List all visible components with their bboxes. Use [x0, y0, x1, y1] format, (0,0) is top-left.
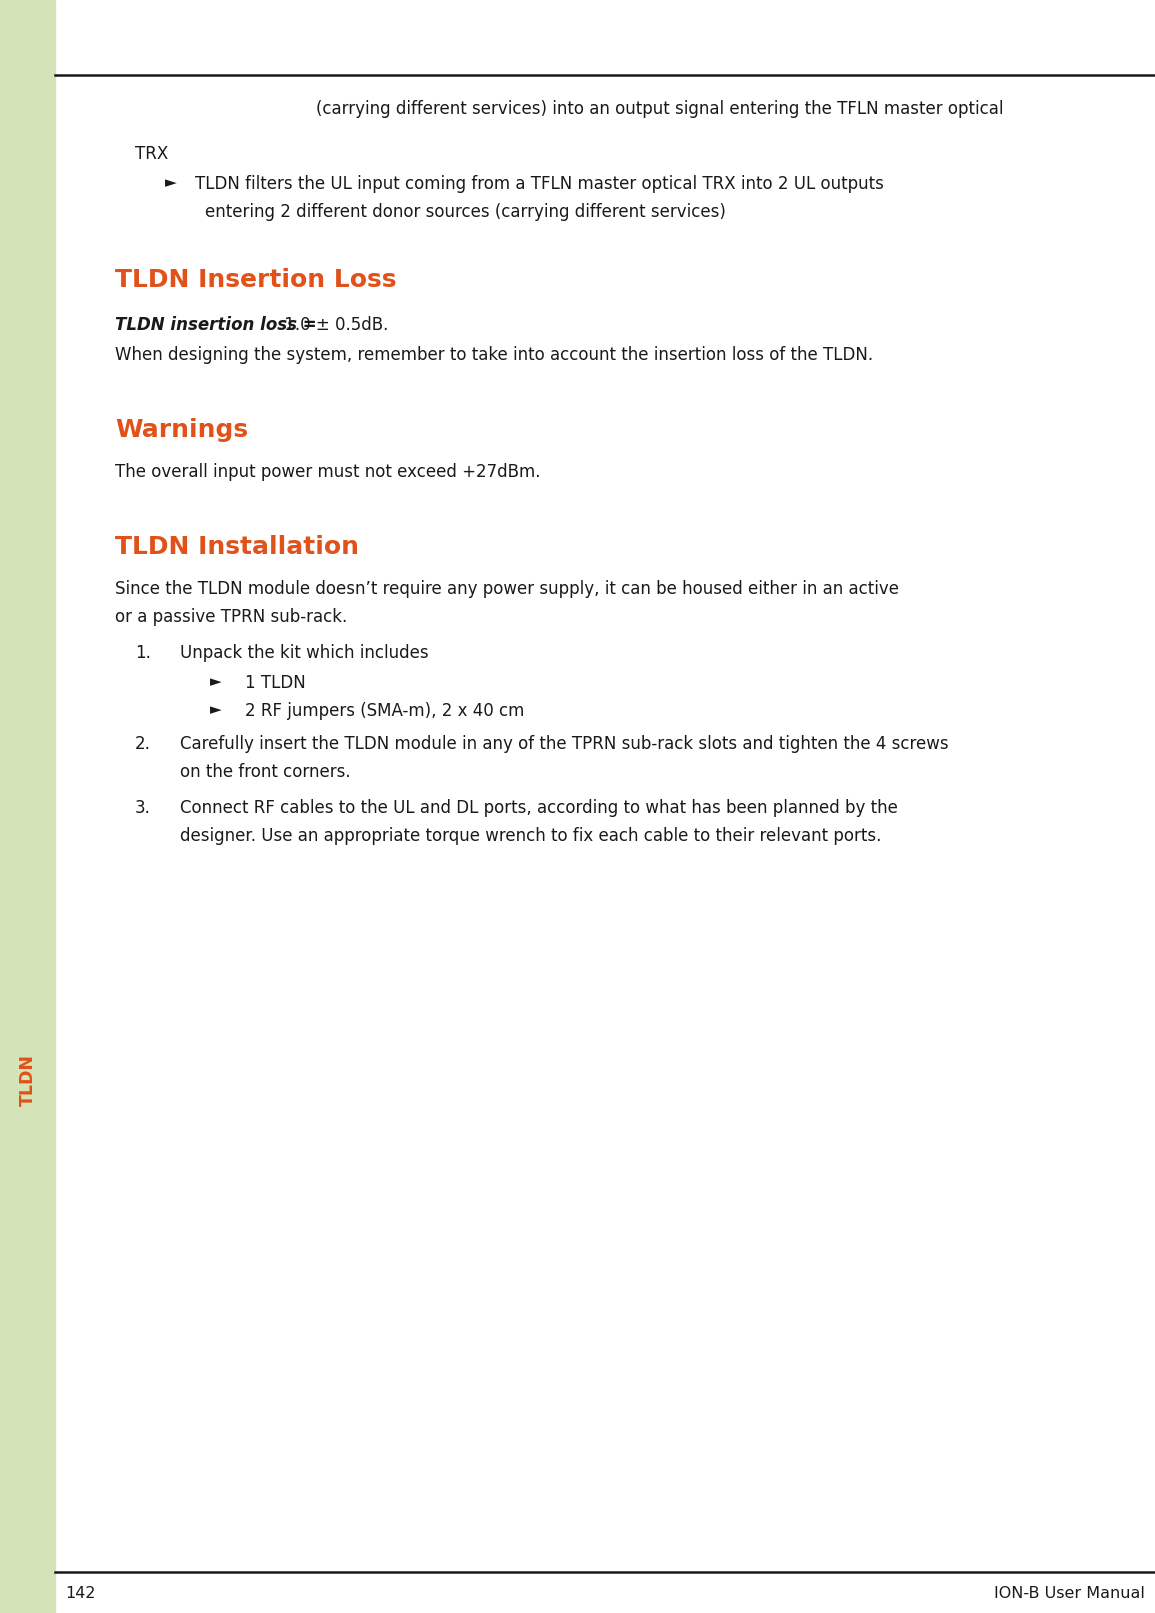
Text: (carrying different services) into an output signal entering the TFLN master opt: (carrying different services) into an ou…: [316, 100, 1004, 118]
Text: The overall input power must not exceed +27dBm.: The overall input power must not exceed …: [116, 463, 541, 481]
Text: or a passive TPRN sub-rack.: or a passive TPRN sub-rack.: [116, 608, 348, 626]
Text: TLDN Insertion Loss: TLDN Insertion Loss: [116, 268, 396, 292]
Text: 3.: 3.: [135, 798, 151, 818]
Text: 1 TLDN: 1 TLDN: [245, 674, 306, 692]
Text: 142: 142: [65, 1587, 96, 1602]
Text: 1.0 ± 0.5dB.: 1.0 ± 0.5dB.: [278, 316, 388, 334]
Text: TLDN Installation: TLDN Installation: [116, 536, 359, 560]
Text: TLDN filters the UL input coming from a TFLN master optical TRX into 2 UL output: TLDN filters the UL input coming from a …: [195, 174, 884, 194]
Text: Unpack the kit which includes: Unpack the kit which includes: [180, 644, 429, 661]
Text: 1.: 1.: [135, 644, 151, 661]
Text: Carefully insert the TLDN module in any of the TPRN sub-rack slots and tighten t: Carefully insert the TLDN module in any …: [180, 736, 948, 753]
Text: Connect RF cables to the UL and DL ports, according to what has been planned by : Connect RF cables to the UL and DL ports…: [180, 798, 897, 818]
Text: ►: ►: [165, 174, 177, 190]
Text: TLDN: TLDN: [18, 1053, 37, 1107]
Text: ►: ►: [210, 674, 222, 689]
Text: 2 RF jumpers (SMA-m), 2 x 40 cm: 2 RF jumpers (SMA-m), 2 x 40 cm: [245, 702, 524, 719]
Text: ION-B User Manual: ION-B User Manual: [994, 1587, 1145, 1602]
Text: Warnings: Warnings: [116, 418, 248, 442]
Text: entering 2 different donor sources (carrying different services): entering 2 different donor sources (carr…: [204, 203, 725, 221]
Text: TLDN insertion loss =: TLDN insertion loss =: [116, 316, 316, 334]
Text: on the front corners.: on the front corners.: [180, 763, 351, 781]
Text: TRX: TRX: [135, 145, 169, 163]
Text: designer. Use an appropriate torque wrench to fix each cable to their relevant p: designer. Use an appropriate torque wren…: [180, 827, 881, 845]
Text: Since the TLDN module doesn’t require any power supply, it can be housed either : Since the TLDN module doesn’t require an…: [116, 581, 899, 598]
Text: 2.: 2.: [135, 736, 151, 753]
Text: ►: ►: [210, 702, 222, 718]
Bar: [0, 0, 55, 1613]
Text: When designing the system, remember to take into account the insertion loss of t: When designing the system, remember to t…: [116, 347, 873, 365]
